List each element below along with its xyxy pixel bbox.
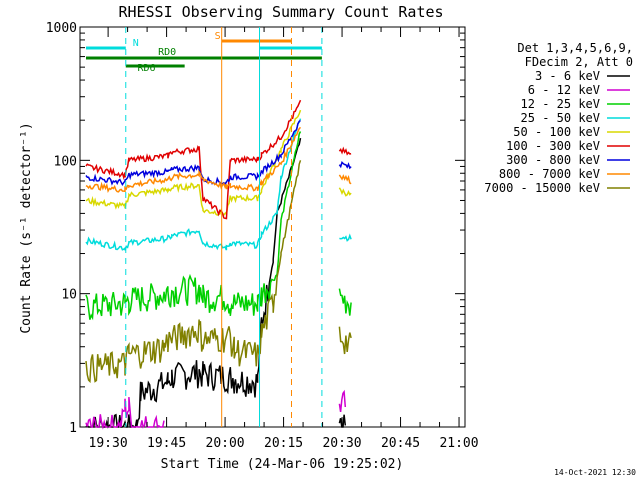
legend-label-8: 7000 - 15000 keV bbox=[484, 181, 600, 195]
series-line-3-1 bbox=[339, 233, 352, 242]
series-line-8-0 bbox=[85, 160, 302, 384]
series-line-4-0 bbox=[85, 109, 302, 217]
series-line-7-1 bbox=[338, 174, 352, 185]
legend-label-2: 12 - 25 keV bbox=[521, 97, 600, 111]
y-tick-label-0: 1 bbox=[69, 421, 77, 436]
series-line-3-0 bbox=[85, 118, 302, 251]
series-800_7000keV bbox=[85, 126, 352, 193]
x-tick-label-4: 20:30 bbox=[322, 436, 361, 451]
series-25_50keV bbox=[85, 118, 352, 251]
series-line-4-1 bbox=[338, 187, 352, 197]
x-tick-label-0: 19:30 bbox=[89, 436, 128, 451]
y-tick-label-2: 100 bbox=[54, 154, 77, 169]
y-axis-label: Count Rate (s⁻¹ detector⁻¹) bbox=[19, 122, 34, 333]
x-axis-label: Start Time (24-Mar-06 19:25:02) bbox=[161, 457, 404, 472]
y-tick-label-1: 10 bbox=[61, 288, 77, 303]
series-line-1-1 bbox=[338, 389, 347, 413]
series-line-1-0 bbox=[85, 397, 165, 430]
legend: Det 1,3,4,5,6,9, FDecim 2, Att 0 3 - 6 k… bbox=[484, 41, 633, 195]
series-6_12keV bbox=[85, 389, 347, 430]
series-line-2-0 bbox=[85, 131, 302, 321]
legend-label-1: 6 - 12 keV bbox=[528, 83, 600, 97]
chart-title: RHESSI Observing Summary Count Rates bbox=[118, 3, 443, 21]
series-line-5-0 bbox=[85, 99, 302, 220]
series-line-5-1 bbox=[338, 146, 352, 156]
flag-label-s: S bbox=[215, 31, 221, 42]
legend-label-3: 25 - 50 keV bbox=[521, 111, 600, 125]
x-tick-label-3: 20:15 bbox=[264, 436, 303, 451]
x-tick-label-5: 20:45 bbox=[381, 436, 420, 451]
footer-date: 14-Oct-2021 12:30 bbox=[554, 468, 636, 477]
legend-header-line-2: FDecim 2, Att 0 bbox=[525, 55, 633, 69]
legend-header-line-1: Det 1,3,4,5,6,9, bbox=[517, 41, 633, 55]
flag-label-rd6: RD6 bbox=[137, 63, 155, 74]
series-50_100keV bbox=[85, 109, 352, 217]
series-line-6-0 bbox=[85, 119, 301, 187]
series-line-0-0 bbox=[85, 137, 302, 429]
series-300_800keV bbox=[85, 119, 352, 187]
series-line-2-1 bbox=[338, 288, 352, 316]
legend-label-0: 3 - 6 keV bbox=[535, 69, 600, 83]
x-tick-label-1: 19:45 bbox=[147, 436, 186, 451]
y-tick-label-3: 1000 bbox=[46, 21, 77, 36]
x-tick-label-2: 20:00 bbox=[206, 436, 245, 451]
x-tick-label-6: 21:00 bbox=[439, 436, 478, 451]
legend-label-7: 800 - 7000 keV bbox=[499, 167, 600, 181]
series-100_300keV bbox=[85, 99, 352, 220]
legend-label-4: 50 - 100 keV bbox=[513, 125, 600, 139]
flag-label-n: N bbox=[133, 38, 139, 49]
legend-label-5: 100 - 300 keV bbox=[506, 139, 600, 153]
legend-label-6: 300 - 800 keV bbox=[506, 153, 600, 167]
series-7000_15000keV bbox=[85, 160, 352, 384]
series-line-6-1 bbox=[338, 160, 352, 170]
series-line-7-0 bbox=[85, 126, 302, 193]
series-12_25keV bbox=[85, 131, 352, 321]
plot-frame bbox=[79, 26, 466, 428]
flag-label-rd0: RD0 bbox=[158, 47, 176, 58]
series-line-8-1 bbox=[338, 326, 352, 355]
